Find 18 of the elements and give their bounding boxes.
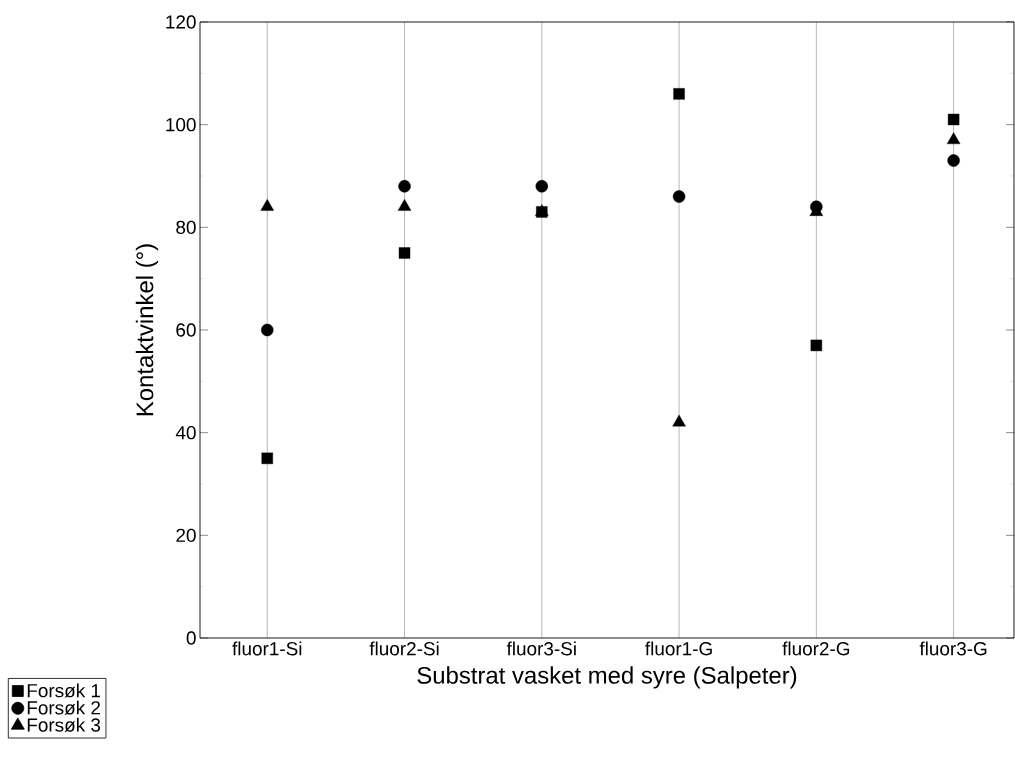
y-axis-title: Kontaktvinkel (°)	[135, 244, 159, 416]
legend-label: Forsøk 3	[27, 717, 101, 732]
y-tick-label: 20	[176, 528, 196, 543]
x-tick-label: fluor1-Si	[232, 641, 302, 656]
x-tick-label: fluor3-G	[919, 641, 987, 656]
y-tick-label: 80	[176, 220, 196, 235]
x-axis-title: Substrat vasket med syre (Salpeter)	[417, 666, 797, 689]
legend-label: Forsøk 1	[27, 683, 101, 698]
y-tick-label: 60	[176, 323, 196, 337]
x-tick-label: fluor2-Si	[369, 641, 439, 656]
y-tick-label: 100	[166, 117, 196, 132]
x-tick-label: fluor2-G	[782, 641, 850, 656]
y-tick-label: 40	[175, 425, 196, 440]
x-tick-label: fluor1-G	[645, 641, 712, 656]
x-tick-label: fluor3-Si	[506, 641, 576, 656]
legend-label: Forsøk 2	[27, 700, 100, 715]
y-tick-label: 120	[166, 15, 196, 29]
y-tick-label: 0	[186, 631, 196, 645]
